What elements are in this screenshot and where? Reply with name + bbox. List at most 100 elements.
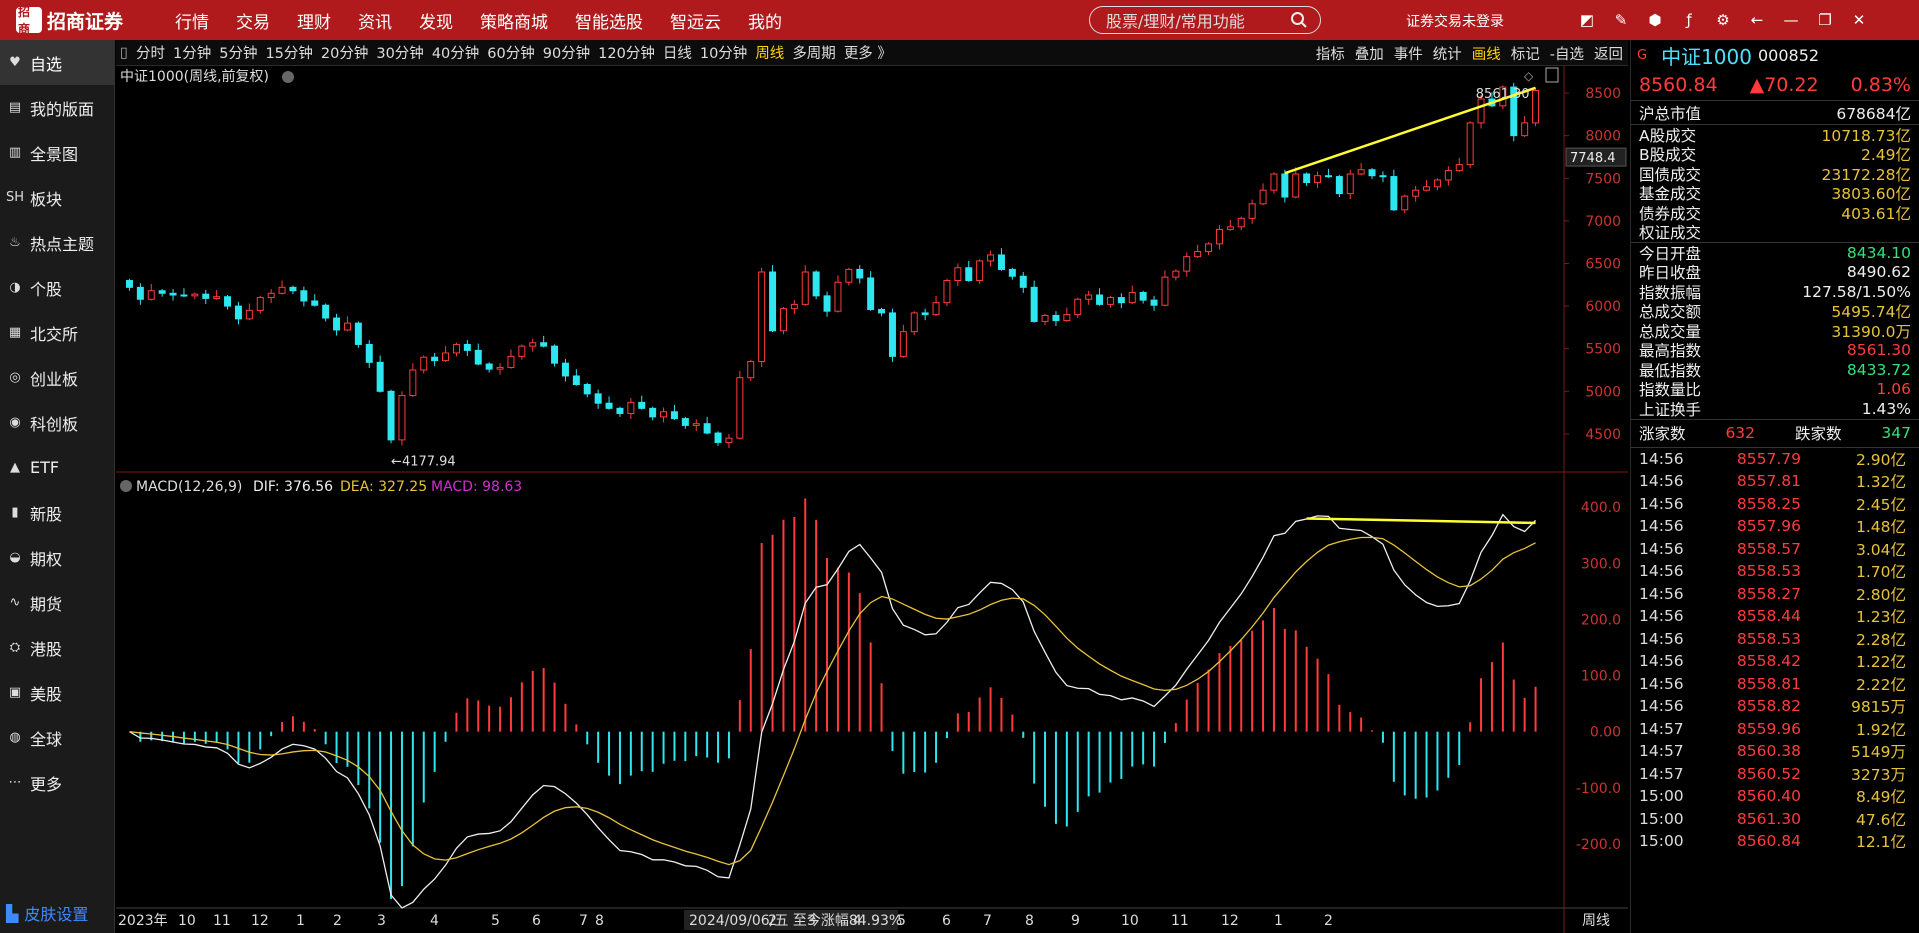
diamond-icon[interactable]: ◇ <box>1524 69 1534 83</box>
dropdown-icon[interactable] <box>282 71 294 83</box>
panel-toggle-icon[interactable]: ▯ <box>120 44 128 61</box>
sidebar-item-10[interactable]: ▮ 新股 <box>0 490 114 535</box>
indicator-menu-icon[interactable] <box>120 480 132 492</box>
minimize-icon[interactable]: — <box>1783 11 1799 29</box>
sidebar-item-9[interactable]: ▲ ETF <box>0 445 114 490</box>
sidebar-item-13[interactable]: ⛭ 港股 <box>0 625 114 670</box>
nav-item-8[interactable]: 我的 <box>748 12 782 33</box>
period-2[interactable]: 5分钟 <box>219 46 258 62</box>
candle-body <box>1390 176 1398 211</box>
cube-icon[interactable]: ⬢ <box>1648 11 1662 29</box>
candle-body <box>300 290 308 302</box>
sidebar-item-label: 全景图 <box>30 144 79 164</box>
sidebar-item-16[interactable]: ⋯ 更多 <box>0 760 114 805</box>
period-11[interactable]: 10分钟 <box>699 46 748 62</box>
sidebar-item-12[interactable]: ∿ 期货 <box>0 580 114 625</box>
period-7[interactable]: 60分钟 <box>487 46 535 62</box>
y-tick-label: 5500 <box>1585 342 1621 358</box>
nav-item-6[interactable]: 智能选股 <box>575 12 643 33</box>
tick-volume: 3.04亿 <box>1855 540 1906 559</box>
candle-body <box>1205 243 1213 253</box>
tool-2[interactable]: 事件 <box>1393 46 1423 63</box>
period-10[interactable]: 日线 <box>662 46 692 62</box>
tick-volume: 1.70亿 <box>1855 563 1906 582</box>
candle-body <box>202 293 210 299</box>
sidebar-item-5[interactable]: ◑ 个股 <box>0 265 114 310</box>
tool-0[interactable]: 指标 <box>1315 46 1345 63</box>
dif-line <box>129 513 1537 909</box>
trend-line[interactable] <box>1284 86 1536 175</box>
volume-label: 债券成交 <box>1639 204 1702 223</box>
period-6[interactable]: 40分钟 <box>431 46 480 62</box>
sidebar-item-3[interactable]: SH 板块 <box>0 175 114 220</box>
maximize-icon[interactable]: ❐ <box>1818 11 1832 29</box>
sidebar-item-label: 港股 <box>30 639 63 659</box>
tool-3[interactable]: 统计 <box>1432 46 1462 63</box>
trade-icon[interactable]: ◩ <box>1579 11 1595 29</box>
sidebar-item-14[interactable]: ▣ 美股 <box>0 670 114 715</box>
period-0[interactable]: 分时 <box>135 46 165 62</box>
search-icon[interactable] <box>1290 11 1308 29</box>
candle-body <box>1085 294 1093 300</box>
split-view-icon[interactable] <box>1545 67 1559 83</box>
candle-body <box>442 352 450 362</box>
nav-item-7[interactable]: 智远云 <box>670 12 721 33</box>
period-12[interactable]: 周线 <box>755 46 785 62</box>
tool-6[interactable]: -自选 <box>1549 46 1584 63</box>
tick-volume: 2.80亿 <box>1855 585 1906 604</box>
tick-time: 14:57 <box>1639 742 1684 761</box>
nav-item-2[interactable]: 理财 <box>297 12 331 33</box>
sidebar-item-1[interactable]: ▤ 我的版面 <box>0 85 114 130</box>
sidebar-item-0[interactable]: ♥ 自选 <box>0 40 114 85</box>
nav-item-4[interactable]: 发现 <box>419 12 453 33</box>
candle-body <box>169 292 177 296</box>
formula-icon[interactable]: ƒ <box>1686 11 1692 29</box>
nav-item-0[interactable]: 行情 <box>175 12 209 33</box>
candle-body <box>322 304 330 319</box>
period-1[interactable]: 1分钟 <box>172 46 212 62</box>
tool-1[interactable]: 叠加 <box>1354 46 1384 63</box>
stat-value: 1.06 <box>1876 380 1911 399</box>
sidebar-item-4[interactable]: ♨ 热点主题 <box>0 220 114 265</box>
candle-body <box>343 322 351 331</box>
tool-4[interactable]: 画线 <box>1471 46 1501 63</box>
period-9[interactable]: 120分钟 <box>598 46 655 62</box>
period-13[interactable]: 多周期 <box>792 46 836 62</box>
nav-item-1[interactable]: 交易 <box>236 12 270 33</box>
period-4[interactable]: 20分钟 <box>320 46 369 62</box>
stat-label: 最高指数 <box>1639 342 1702 361</box>
sidebar-item-7[interactable]: ◎ 创业板 <box>0 355 114 400</box>
tick-time: 14:56 <box>1639 697 1684 716</box>
sidebar-item-6[interactable]: ▦ 北交所 <box>0 310 114 355</box>
period-3[interactable]: 15分钟 <box>265 46 313 62</box>
macd-y-label: -100.0 <box>1576 781 1621 797</box>
sidebar-item-8[interactable]: ◉ 科创板 <box>0 400 114 445</box>
candle-body <box>605 402 613 409</box>
sidebar-item-2[interactable]: ▥ 全景图 <box>0 130 114 175</box>
candle-body <box>1226 226 1234 230</box>
candle-body <box>1335 176 1343 195</box>
macd-trend-line[interactable] <box>1306 517 1536 525</box>
tool-5[interactable]: 标记 <box>1510 46 1540 63</box>
skin-settings-button[interactable]: ▙ 皮肤设置 <box>0 893 115 933</box>
period-14[interactable]: 更多 》 <box>843 46 892 62</box>
login-status[interactable]: 证券交易未登录 <box>1406 14 1504 30</box>
gear-icon[interactable]: ⚙ <box>1716 11 1730 29</box>
sidebar-item-11[interactable]: ◒ 期权 <box>0 535 114 580</box>
tick-list[interactable]: 14:56 8557.79 2.90亿 14:56 8557.81 1.32亿 14:56 8… <box>1631 446 1919 853</box>
sidebar-item-15[interactable]: ◍ 全球 <box>0 715 114 760</box>
search-input[interactable]: 股票/理财/常用功能 <box>1089 6 1321 34</box>
candle-body <box>856 268 864 279</box>
edit-icon[interactable]: ✎ <box>1614 11 1628 29</box>
close-icon[interactable]: ✕ <box>1852 11 1866 29</box>
kline-chart[interactable]: 中证1000(周线,前复权)45005000550060006500700075… <box>116 66 1628 933</box>
back-arrow-icon[interactable]: ← <box>1750 11 1764 29</box>
tool-7[interactable]: 返回 <box>1594 46 1623 63</box>
nav-item-3[interactable]: 资讯 <box>358 12 392 33</box>
period-5[interactable]: 30分钟 <box>376 46 424 62</box>
period-8[interactable]: 90分钟 <box>542 46 591 62</box>
app-logo[interactable]: 招商 招商证券 <box>0 5 175 36</box>
tick-volume: 1.48亿 <box>1855 518 1906 537</box>
nav-item-5[interactable]: 策略商城 <box>480 12 548 33</box>
candle-body <box>921 312 929 316</box>
